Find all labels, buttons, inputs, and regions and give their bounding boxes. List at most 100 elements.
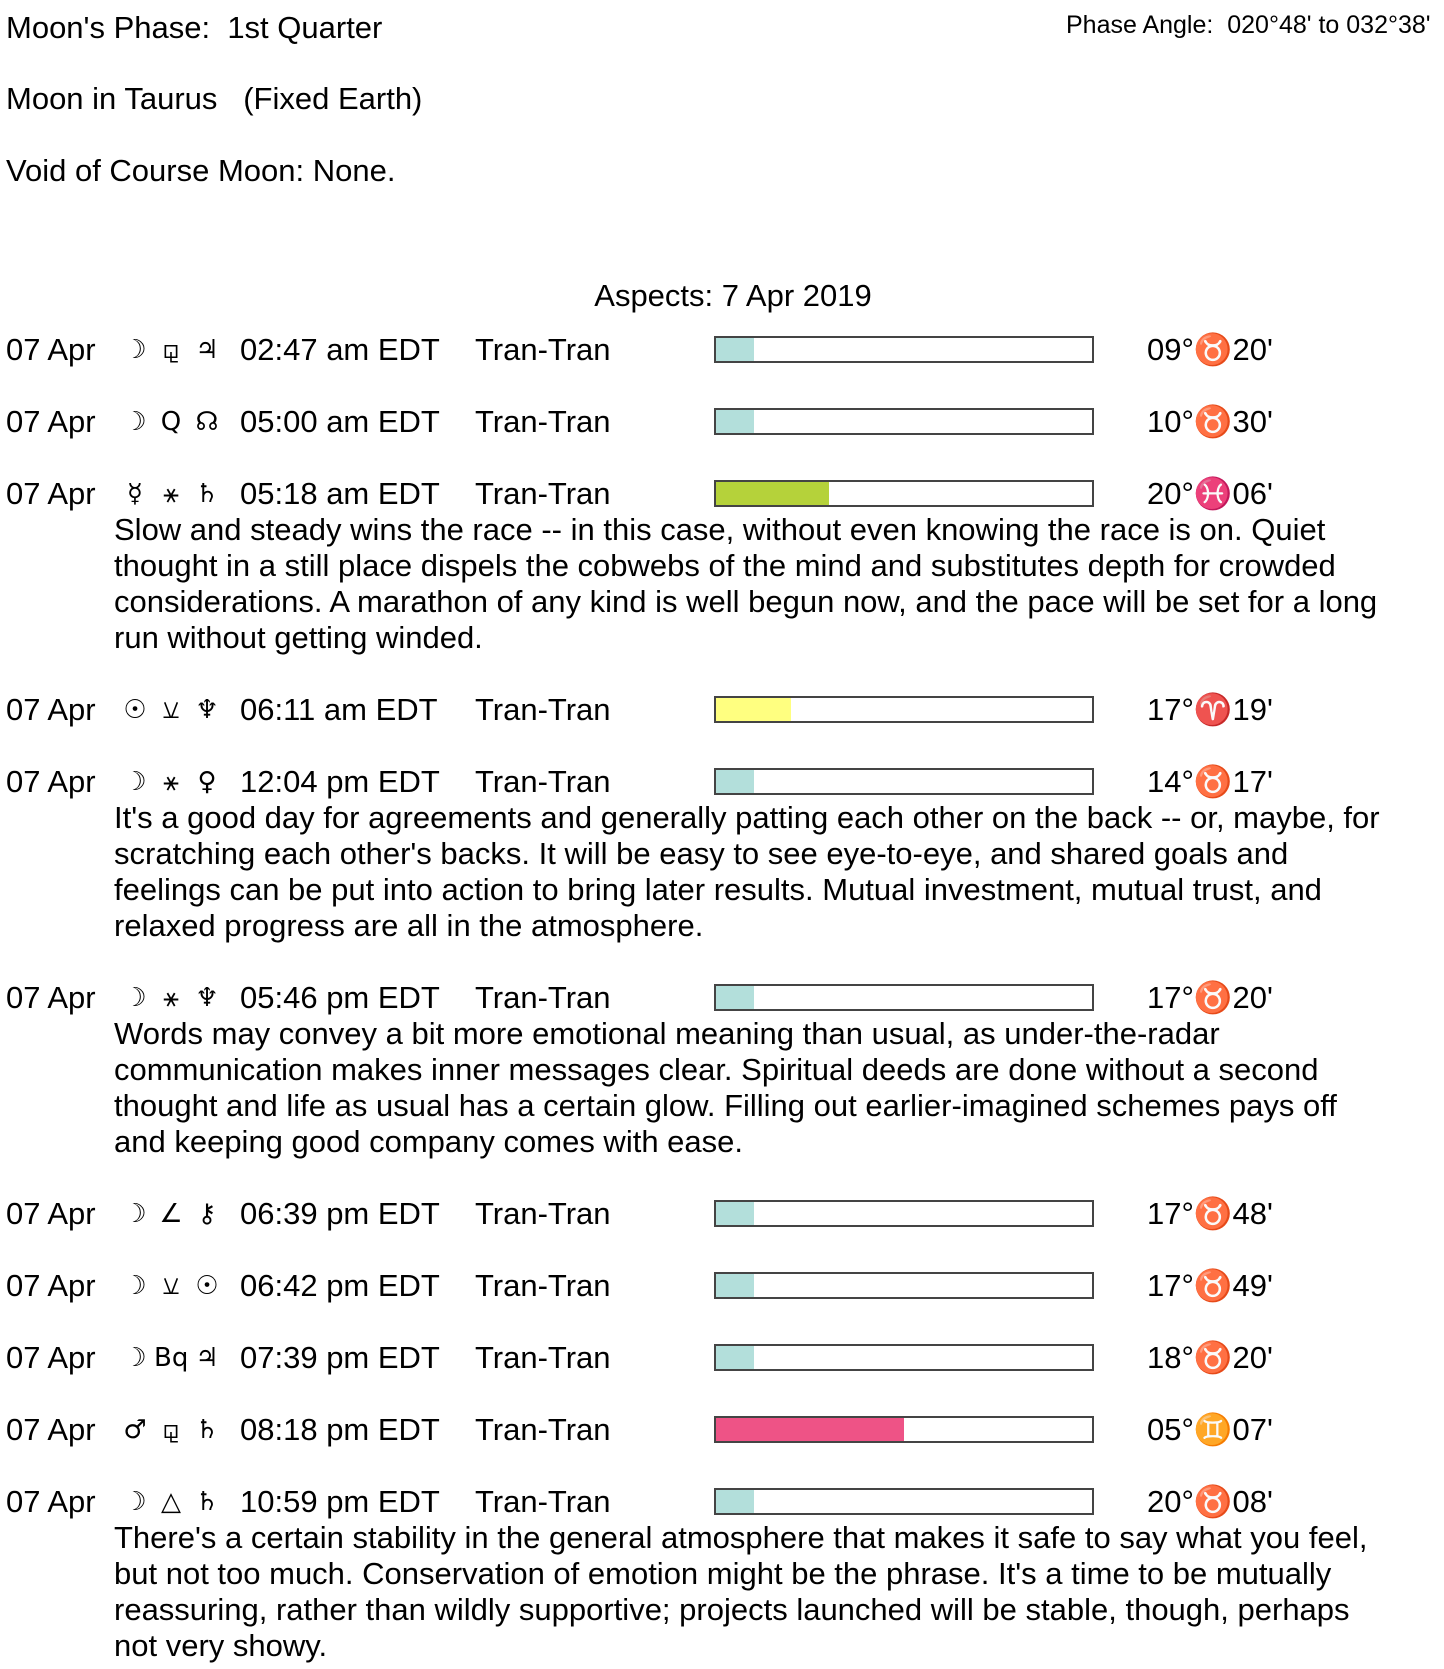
aspect-time: 10:59 pm EDT	[240, 1484, 440, 1519]
planet-2-icon: ☉	[195, 1271, 219, 1301]
aspect-time: 06:11 am EDT	[240, 692, 438, 727]
aspect-row: 07 Apr ☽ ⚹ ♆ 05:46 pm EDT Tran-Tran 17°♉20'	[0, 980, 1444, 1016]
strength-fill	[716, 770, 754, 793]
planet-2-icon: ⚷	[197, 1199, 217, 1229]
aspect-date: 07 Apr	[6, 332, 96, 367]
aspect-icon: ⚹	[163, 479, 179, 509]
strength-fill	[716, 986, 754, 1009]
aspects-list: 07 Apr ☽ ⚼ ♃ 02:47 am EDT Tran-Tran 09°♉20' 07 …	[0, 296, 1444, 1664]
aspect-position: 20°♓06'	[1147, 476, 1273, 511]
aspect-type: Tran-Tran	[475, 764, 611, 799]
planet-1-icon: ☽	[123, 407, 147, 437]
aspect-type: Tran-Tran	[475, 980, 611, 1015]
description-line: run without getting winded.	[114, 620, 483, 655]
strength-fill	[716, 1274, 754, 1297]
aspect-time: 02:47 am EDT	[240, 332, 440, 367]
planet-2-icon: ♆	[195, 983, 219, 1013]
aspect-date: 07 Apr	[6, 404, 96, 439]
description-line: It's a good day for agreements and gener…	[114, 800, 1380, 835]
aspect-icon: ⚼	[162, 335, 180, 365]
description-line: but not too much. Conservation of emotio…	[114, 1556, 1332, 1591]
planet-2-icon: ♃	[195, 1343, 219, 1373]
planet-1-icon: ♂	[123, 1415, 147, 1445]
aspect-row: 07 Apr ♂ ⚼ ♄ 08:18 pm EDT Tran-Tran 05°♊07'	[0, 1412, 1444, 1448]
aspect-icon: ⚹	[163, 767, 179, 797]
aspect-type: Tran-Tran	[475, 1412, 611, 1447]
aspect-type: Tran-Tran	[475, 1484, 611, 1519]
strength-fill	[716, 338, 754, 361]
description-line: not very showy.	[114, 1628, 328, 1663]
aspect-row: 07 Apr ☽ Bq ♃ 07:39 pm EDT Tran-Tran 18°♉20'	[0, 1340, 1444, 1376]
aspect-position: 14°♉17'	[1147, 764, 1273, 799]
aspect-row: 07 Apr ☽ Q ☊ 05:00 am EDT Tran-Tran 10°♉30'	[0, 404, 1444, 440]
aspect-row: 07 Apr ☽ ⚺ ☉ 06:42 pm EDT Tran-Tran 17°♉49'	[0, 1268, 1444, 1304]
aspect-icon: ∠	[159, 1199, 183, 1229]
planet-2-icon: ♃	[195, 335, 219, 365]
aspect-position: 17°♈19'	[1147, 692, 1273, 727]
strength-bar	[714, 1488, 1094, 1515]
strength-bar	[714, 1416, 1094, 1443]
planet-1-icon: ☉	[123, 695, 147, 725]
aspect-position: 17°♉20'	[1147, 980, 1273, 1015]
planet-2-icon: ♄	[195, 1415, 219, 1445]
aspects-title: Aspects: 7 Apr 2019	[594, 278, 872, 313]
aspect-date: 07 Apr	[6, 1484, 96, 1519]
aspect-time: 12:04 pm EDT	[240, 764, 440, 799]
aspect-icon: △	[161, 1487, 181, 1517]
aspect-time: 08:18 pm EDT	[240, 1412, 440, 1447]
moon-sign: Moon in Taurus (Fixed Earth)	[6, 81, 423, 116]
strength-bar	[714, 1344, 1094, 1371]
aspect-time: 06:39 pm EDT	[240, 1196, 440, 1231]
description-line: Slow and steady wins the race -- in this…	[114, 512, 1326, 547]
strength-bar	[714, 408, 1094, 435]
description-line: thought in a still place dispels the cob…	[114, 548, 1336, 583]
planet-2-icon: ♆	[195, 695, 219, 725]
description-line: considerations. A marathon of any kind i…	[114, 584, 1378, 619]
planet-1-icon: ☽	[123, 1199, 147, 1229]
aspect-time: 07:39 pm EDT	[240, 1340, 440, 1375]
strength-fill	[716, 1418, 904, 1441]
aspect-time: 05:00 am EDT	[240, 404, 440, 439]
aspect-entry: 07 Apr ♂ ⚼ ♄ 08:18 pm EDT Tran-Tran 05°♊07'	[0, 1412, 1444, 1448]
aspect-icon: Bq	[154, 1343, 189, 1373]
aspect-row: 07 Apr ☽ ⚹ ♀ 12:04 pm EDT Tran-Tran 14°♉17'	[0, 764, 1444, 800]
planet-1-icon: ☿	[127, 479, 143, 509]
strength-fill	[716, 1490, 754, 1513]
aspect-description: It's a good day for agreements and gener…	[0, 800, 1444, 944]
planet-2-icon: ☊	[195, 407, 219, 437]
strength-bar	[714, 984, 1094, 1011]
aspect-icon: ⚺	[162, 695, 180, 725]
planet-1-icon: ☽	[123, 1343, 147, 1373]
aspect-row: 07 Apr ☽ ∠ ⚷ 06:39 pm EDT Tran-Tran 17°♉48'	[0, 1196, 1444, 1232]
aspect-description: Slow and steady wins the race -- in this…	[0, 512, 1444, 656]
description-line: Words may convey a bit more emotional me…	[114, 1016, 1220, 1051]
planet-2-icon: ♀	[197, 767, 217, 797]
aspect-time: 06:42 pm EDT	[240, 1268, 440, 1303]
aspect-row: 07 Apr ☿ ⚹ ♄ 05:18 am EDT Tran-Tran 20°♓06'	[0, 476, 1444, 512]
aspect-date: 07 Apr	[6, 1340, 96, 1375]
strength-fill	[716, 410, 754, 433]
void-of-course: Void of Course Moon: None.	[6, 153, 396, 188]
description-line: communication makes inner messages clear…	[114, 1052, 1319, 1087]
strength-bar	[714, 1272, 1094, 1299]
strength-fill	[716, 698, 792, 721]
aspect-date: 07 Apr	[6, 476, 96, 511]
moon-phase: Moon's Phase: 1st Quarter	[6, 10, 383, 45]
aspect-date: 07 Apr	[6, 764, 96, 799]
aspect-position: 10°♉30'	[1147, 404, 1273, 439]
aspect-type: Tran-Tran	[475, 1196, 611, 1231]
description-line: scratching each other's backs. It will b…	[114, 836, 1289, 871]
aspect-position: 05°♊07'	[1147, 1412, 1273, 1447]
aspect-type: Tran-Tran	[475, 332, 611, 367]
aspect-position: 17°♉49'	[1147, 1268, 1273, 1303]
strength-fill	[716, 1202, 754, 1225]
aspect-type: Tran-Tran	[475, 476, 611, 511]
description-line: relaxed progress are all in the atmosphe…	[114, 908, 704, 943]
strength-fill	[716, 482, 829, 505]
aspect-date: 07 Apr	[6, 1196, 96, 1231]
aspect-date: 07 Apr	[6, 1412, 96, 1447]
strength-bar	[714, 1200, 1094, 1227]
aspect-position: 20°♉08'	[1147, 1484, 1273, 1519]
strength-fill	[716, 1346, 754, 1369]
aspect-icon: ⚺	[162, 1271, 180, 1301]
